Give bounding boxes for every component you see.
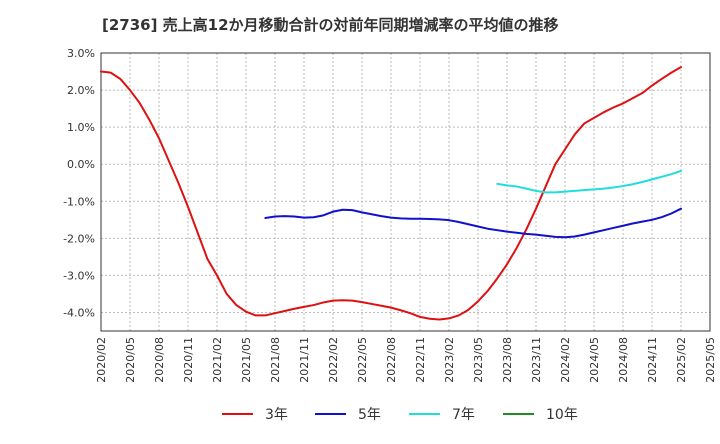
y-tick-label: -4.0% <box>63 306 95 319</box>
x-tick-label: 2023/08 <box>501 337 514 383</box>
y-tick-label: -1.0% <box>63 195 95 208</box>
y-tick-label: 0.0% <box>67 158 95 171</box>
x-tick-label: 2021/11 <box>298 337 311 383</box>
x-tick-label: 2024/11 <box>646 337 659 383</box>
x-tick-label: 2020/02 <box>95 337 108 383</box>
chart-title: [2736] 売上高12か月移動合計の対前年同期増減率の平均値の推移 <box>102 16 559 34</box>
x-tick-label: 2024/08 <box>617 337 630 383</box>
x-tick-label: 2020/05 <box>124 337 137 383</box>
x-tick-label: 2021/05 <box>240 337 253 383</box>
y-tick-label: 1.0% <box>67 121 95 134</box>
plot-frame <box>100 52 711 332</box>
legend: 3年 5年 7年 10年 <box>222 407 578 423</box>
x-tick-label: 2020/11 <box>182 337 195 383</box>
y-tick-label: 3.0% <box>67 47 95 60</box>
series-line-3年 <box>100 66 682 321</box>
plot-border <box>100 52 711 332</box>
x-tick-label: 2023/05 <box>472 337 485 383</box>
series-line-5年 <box>264 207 682 239</box>
x-tick-label: 2025/02 <box>675 337 688 383</box>
x-axis: 2020/02 2020/05 2020/08 2020/11 2021/02 2021/… <box>95 337 717 383</box>
y-tick-label: 2.0% <box>67 84 95 97</box>
x-tick-label: 2022/02 <box>327 337 340 383</box>
series-line-7年 <box>496 169 682 194</box>
x-tick-label: 2025/05 <box>704 337 717 383</box>
x-tick-label: 2023/11 <box>530 337 543 383</box>
y-tick-label: -3.0% <box>63 269 95 282</box>
x-tick-label: 2024/02 <box>559 337 572 383</box>
x-tick-label: 2022/05 <box>356 337 369 383</box>
legend-label: 7年 <box>452 407 475 423</box>
x-tick-label: 2021/02 <box>211 337 224 383</box>
y-tick-label: -2.0% <box>63 232 95 245</box>
x-tick-label: 2022/11 <box>414 337 427 383</box>
series-layer <box>100 66 682 321</box>
x-tick-label: 2020/08 <box>153 337 166 383</box>
legend-label: 3年 <box>265 407 288 423</box>
grid-layer <box>100 52 711 331</box>
x-tick-label: 2022/08 <box>385 337 398 383</box>
legend-label: 10年 <box>546 407 578 423</box>
x-tick-label: 2021/08 <box>269 337 282 383</box>
x-tick-label: 2024/05 <box>588 337 601 383</box>
legend-label: 5年 <box>358 407 381 423</box>
x-tick-label: 2023/02 <box>443 337 456 383</box>
y-axis: 3.0% 2.0% 1.0% 0.0% -1.0% -2.0% -3.0% -4.0% <box>63 47 95 319</box>
